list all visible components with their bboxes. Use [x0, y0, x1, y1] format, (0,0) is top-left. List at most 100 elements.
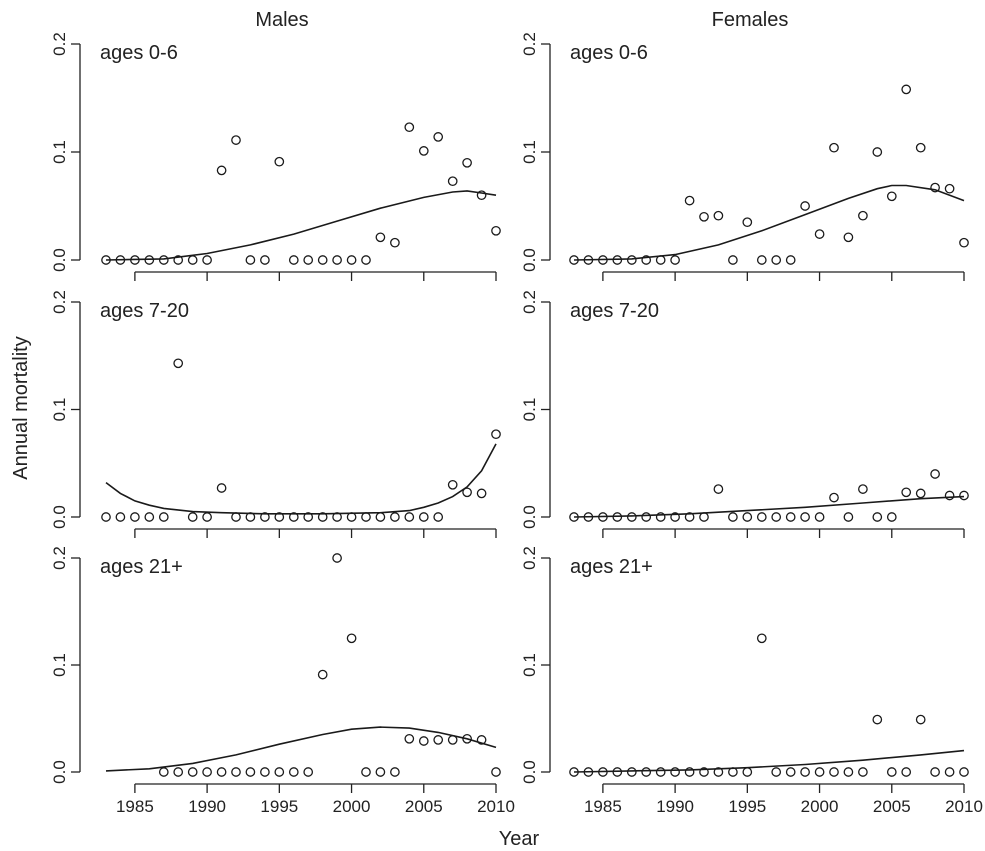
data-point: [742, 217, 753, 228]
data-point: [858, 210, 868, 221]
data-point: [231, 512, 241, 522]
x-tick-label: 2010: [945, 797, 983, 816]
fitted-curve: [573, 184, 965, 261]
data-point: [158, 255, 169, 265]
data-point: [346, 633, 357, 644]
data-point: [361, 512, 371, 522]
data-point: [699, 211, 709, 222]
data-point: [713, 767, 724, 777]
data-point: [288, 512, 299, 522]
data-point: [158, 767, 169, 777]
data-point: [418, 512, 429, 522]
data-point: [361, 767, 371, 777]
y-tick-label: 0.0: [520, 760, 539, 784]
panel-females-ages-0-6: 0.0 0.1 0.2 ages 0-6: [520, 32, 969, 281]
data-point: [158, 512, 169, 522]
panel-males-ages-21: 0.0 0.1 0.2 1985 1990 1995 2000 2005 2010 ages 21…: [50, 546, 515, 816]
data-point: [390, 512, 400, 522]
y-tick-label: 0.2: [520, 32, 539, 56]
data-point: [901, 767, 912, 777]
data-point: [245, 255, 256, 265]
panel-males-ages-7-20: 0.0 0.1 0.2 ages 7-20: [50, 290, 501, 538]
data-point: [756, 633, 767, 644]
panel-label: ages 7-20: [100, 300, 189, 322]
data-point: [447, 735, 458, 745]
y-tick-label: 0.1: [520, 653, 539, 677]
data-point: [886, 191, 897, 202]
fitted-curve: [105, 190, 497, 261]
data-point: [915, 714, 926, 725]
data-point: [670, 767, 680, 777]
data-point: [872, 512, 883, 522]
y-tick-label: 0.0: [520, 248, 539, 272]
data-point: [699, 767, 709, 777]
data-point: [843, 767, 854, 777]
data-point: [756, 512, 767, 522]
data-point: [462, 157, 472, 168]
data-point: [713, 484, 724, 494]
data-point: [728, 767, 738, 777]
data-point: [800, 767, 810, 777]
fitted-curve: [573, 495, 965, 518]
data-point: [260, 255, 270, 265]
data-point: [959, 237, 969, 248]
data-point: [930, 767, 940, 777]
data-point: [612, 255, 623, 265]
data-point: [245, 512, 256, 522]
data-point: [274, 156, 285, 167]
data-point: [288, 255, 299, 265]
data-point: [173, 358, 184, 369]
data-point: [404, 512, 415, 522]
panel-males-ages-0-6: 0.0 0.1 0.2 ages 0-6: [50, 32, 501, 281]
x-axis-title: Year: [499, 828, 540, 850]
data-point: [872, 714, 883, 725]
data-point: [476, 488, 487, 499]
data-point: [583, 512, 594, 522]
data-point: [756, 255, 767, 265]
data-point: [202, 255, 212, 265]
x-tick-label: 2000: [801, 797, 839, 816]
y-tick-label: 0.1: [520, 140, 539, 164]
x-tick-label: 1990: [188, 797, 226, 816]
data-point: [346, 512, 357, 522]
data-point: [332, 255, 342, 265]
data-point: [317, 669, 328, 680]
data-point: [569, 255, 579, 265]
data-point: [245, 767, 256, 777]
data-point: [641, 767, 652, 777]
data-point: [491, 429, 501, 440]
data-point: [742, 512, 753, 522]
data-point: [944, 183, 955, 194]
x-tick-label: 1995: [260, 797, 298, 816]
data-point: [886, 512, 897, 522]
data-point: [144, 512, 155, 522]
x-tick-label: 2005: [405, 797, 443, 816]
data-point: [202, 767, 212, 777]
data-point: [332, 553, 342, 563]
data-point: [771, 512, 782, 522]
data-point: [843, 232, 854, 243]
x-tick-label: 1985: [584, 797, 622, 816]
panel-label: ages 7-20: [570, 300, 659, 322]
data-point: [944, 490, 955, 501]
data-point: [785, 255, 796, 265]
data-point: [829, 767, 839, 777]
data-point: [800, 201, 810, 211]
data-point: [462, 487, 472, 498]
data-point: [404, 122, 415, 133]
data-point: [626, 767, 637, 777]
data-point: [173, 255, 184, 265]
data-point: [202, 512, 212, 522]
fitted-curve: [105, 443, 497, 515]
data-point: [187, 767, 198, 777]
data-point: [173, 767, 184, 777]
data-point: [231, 135, 241, 145]
y-tick-label: 0.0: [50, 505, 69, 529]
data-point: [390, 237, 400, 248]
data-point: [447, 176, 458, 187]
data-point: [418, 146, 429, 156]
data-point: [375, 232, 386, 243]
x-tick-label: 1990: [656, 797, 694, 816]
data-point: [130, 255, 140, 265]
panel-label: ages 0-6: [570, 42, 648, 64]
